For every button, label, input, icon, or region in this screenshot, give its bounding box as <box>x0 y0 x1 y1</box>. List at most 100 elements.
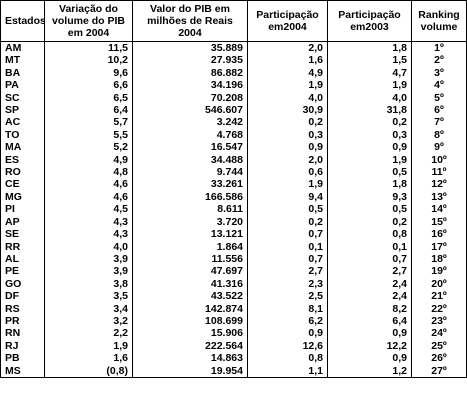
table-row: RS 3,4 142.874 8,1 8,2 22º <box>0 302 467 315</box>
table-cell: 0,7 <box>247 228 328 241</box>
table-cell: 5,5 <box>44 128 133 142</box>
table-cell: 1.864 <box>132 240 248 253</box>
table-cell: 6º <box>411 104 467 117</box>
table-cell: 4,3 <box>44 215 133 229</box>
table-row: SC 6,5 70.208 4,0 4,0 5º <box>0 91 467 105</box>
table-row: MT 10,2 27.935 1,6 1,5 2º <box>0 54 467 67</box>
table-cell: 7º <box>411 116 467 129</box>
table-cell: 27.935 <box>132 54 248 67</box>
table-cell: 3,9 <box>44 265 133 278</box>
table-row: RO 4,8 9.744 0,6 0,5 11º <box>0 166 467 179</box>
table-cell: 0,9 <box>247 141 328 154</box>
table-cell: PB <box>0 352 45 365</box>
table-cell: 0,9 <box>327 327 412 340</box>
table-cell: 1,1 <box>247 364 328 378</box>
table-cell: 2,4 <box>327 277 412 291</box>
table-row: AM 11,5 35.889 2,0 1,8 1º <box>0 41 467 55</box>
header-cell: Valor do PIB em milhões de Reais 2004 <box>132 0 248 42</box>
table-cell: 1,2 <box>327 364 412 378</box>
table-cell: 0,2 <box>327 215 412 229</box>
table-cell: 0,3 <box>247 128 328 142</box>
table-cell: 12º <box>411 178 467 191</box>
table-cell: 0,8 <box>247 352 328 365</box>
table-cell: 13º <box>411 190 467 204</box>
table-cell: 9,4 <box>247 190 328 204</box>
table-row: RN 2,2 15.906 0,9 0,9 24º <box>0 327 467 340</box>
header-cell: Participação em2003 <box>327 0 412 42</box>
table-cell: 6,4 <box>44 104 133 117</box>
header-cell: Variação do volume do PIB em 2004 <box>44 0 133 42</box>
table-cell: MA <box>0 141 45 154</box>
table-cell: 4.768 <box>132 128 248 142</box>
table-cell: MG <box>0 190 45 204</box>
table-cell: 0,9 <box>327 352 412 365</box>
table-cell: 43.522 <box>132 290 248 303</box>
table-cell: 4,0 <box>44 240 133 253</box>
table-row: GO 3,8 41.316 2,3 2,4 20º <box>0 277 467 291</box>
table-cell: SC <box>0 91 45 105</box>
table-cell: 21º <box>411 290 467 303</box>
table-cell: 166.586 <box>132 190 248 204</box>
table-cell: 108.699 <box>132 314 248 328</box>
table-cell: 4,6 <box>44 178 133 191</box>
table-cell: 16º <box>411 228 467 241</box>
table-row: DF 3,5 43.522 2,5 2,4 21º <box>0 290 467 303</box>
table-cell: 6,2 <box>247 314 328 328</box>
table-cell: 142.874 <box>132 302 248 315</box>
table-cell: PE <box>0 265 45 278</box>
table-cell: 86.882 <box>132 66 248 80</box>
table-cell: 5,2 <box>44 141 133 154</box>
table-row: PA 6,6 34.196 1,9 1,9 4º <box>0 79 467 92</box>
table-cell: 4,9 <box>247 66 328 80</box>
table-cell: 546.607 <box>132 104 248 117</box>
table-cell: 11,5 <box>44 41 133 55</box>
table-cell: 9º <box>411 141 467 154</box>
table-cell: 2,4 <box>327 290 412 303</box>
table-cell: 8.611 <box>132 203 248 216</box>
table-cell: 10º <box>411 153 467 167</box>
table-cell: 0,5 <box>247 203 328 216</box>
table-cell: 11º <box>411 166 467 179</box>
table-row: SE 4,3 13.121 0,7 0,8 16º <box>0 228 467 241</box>
table-cell: 23º <box>411 314 467 328</box>
table-cell: ES <box>0 153 45 167</box>
table-cell: 15.906 <box>132 327 248 340</box>
table-cell: 0,7 <box>247 252 328 266</box>
table-row: CE 4,6 33.261 1,9 1,8 12º <box>0 178 467 191</box>
table-cell: 19º <box>411 265 467 278</box>
table-cell: 4º <box>411 79 467 92</box>
table-cell: 0,9 <box>247 327 328 340</box>
table-row: AP 4,3 3.720 0,2 0,2 15º <box>0 215 467 229</box>
table-cell: 5º <box>411 91 467 105</box>
table-cell: 2,7 <box>327 265 412 278</box>
table-cell: 6,4 <box>327 314 412 328</box>
table-cell: 1,9 <box>327 153 412 167</box>
table-cell: 0,2 <box>247 116 328 129</box>
table-row: BA 9,6 86.882 4,9 4,7 3º <box>0 66 467 80</box>
table-cell: 19.954 <box>132 364 248 378</box>
table-cell: 4,5 <box>44 203 133 216</box>
table-cell: 18º <box>411 252 467 266</box>
table-row: MS (0,8) 19.954 1,1 1,2 27º <box>0 364 467 378</box>
table-cell: 1,5 <box>327 54 412 67</box>
table-row: PI 4,5 8.611 0,5 0,5 14º <box>0 203 467 216</box>
table-cell: 35.889 <box>132 41 248 55</box>
table-cell: 5,7 <box>44 116 133 129</box>
table-cell: 12,6 <box>247 339 328 353</box>
table-cell: 3.720 <box>132 215 248 229</box>
table-cell: RR <box>0 240 45 253</box>
table-cell: 16.547 <box>132 141 248 154</box>
table-row: PB 1,6 14.863 0,8 0,9 26º <box>0 352 467 365</box>
table-cell: 12,2 <box>327 339 412 353</box>
table-cell: 6,6 <box>44 79 133 92</box>
header-cell: Ranking volume <box>411 0 467 42</box>
table-cell: 0,2 <box>327 116 412 129</box>
table-cell: TO <box>0 128 45 142</box>
table-row: TO 5,5 4.768 0,3 0,3 8º <box>0 128 467 142</box>
table-cell: 24º <box>411 327 467 340</box>
table-cell: 13.121 <box>132 228 248 241</box>
table-cell: 4,3 <box>44 228 133 241</box>
table-cell: 8º <box>411 128 467 142</box>
table-cell: 0,3 <box>327 128 412 142</box>
